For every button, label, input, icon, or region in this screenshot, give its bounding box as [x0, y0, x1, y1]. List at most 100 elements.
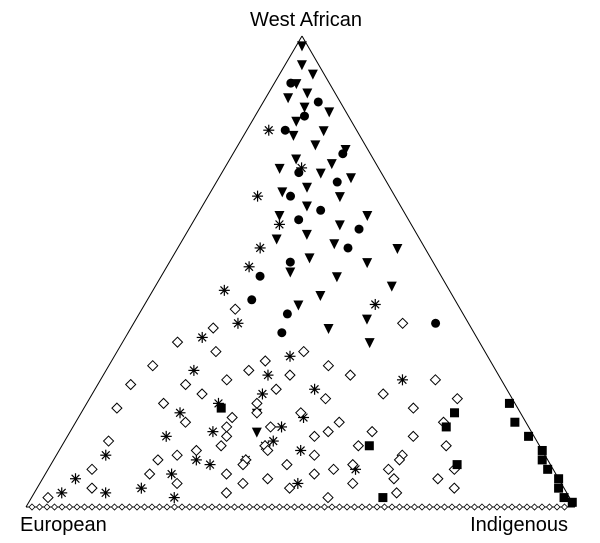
point-diamond — [470, 503, 479, 511]
point-diamond — [366, 425, 378, 438]
point-triangle — [302, 182, 313, 193]
point-diamond — [50, 503, 59, 511]
point-asterisk — [262, 369, 274, 381]
point-diamond — [102, 435, 115, 447]
point-diamond — [478, 503, 486, 511]
point-diamond — [152, 454, 164, 466]
point-diamond — [86, 463, 98, 476]
point-diamond — [193, 503, 201, 511]
asterisk-stroke — [208, 427, 218, 436]
point-diamond — [322, 491, 334, 504]
point-diamond — [171, 449, 183, 461]
point-diamond — [350, 503, 359, 511]
point-circle — [299, 111, 309, 121]
point-triangle — [329, 239, 340, 250]
point-diamond — [530, 503, 539, 511]
asterisk-stroke — [293, 479, 303, 488]
point-diamond — [73, 503, 81, 511]
point-triangle — [291, 154, 302, 165]
point-triangle — [392, 243, 403, 254]
point-asterisk — [296, 162, 308, 174]
point-circle — [332, 177, 342, 187]
point-circle — [286, 78, 296, 88]
asterisk-stroke — [370, 300, 380, 309]
asterisk-stroke — [101, 488, 110, 498]
point-diamond — [485, 503, 494, 511]
asterisk-stroke — [197, 333, 207, 342]
point-diamond — [396, 317, 409, 330]
point-circle — [282, 309, 292, 319]
point-diamond — [171, 477, 183, 490]
asterisk-stroke — [205, 460, 215, 469]
point-circle — [285, 257, 295, 267]
point-diamond — [253, 503, 261, 511]
point-diamond — [515, 503, 524, 511]
baseline-markers — [28, 503, 569, 511]
point-diamond — [147, 359, 159, 372]
point-diamond — [215, 503, 224, 511]
point-diamond — [221, 374, 233, 386]
asterisk-stroke — [285, 351, 295, 361]
point-diamond — [365, 503, 374, 511]
point-diamond — [42, 491, 54, 504]
point-diamond — [171, 336, 184, 348]
asterisk-stroke — [175, 408, 185, 418]
point-diamond — [125, 503, 134, 511]
point-asterisk — [188, 364, 200, 376]
point-circle — [294, 215, 304, 225]
asterisk-stroke — [214, 399, 223, 408]
point-diamond — [553, 503, 561, 511]
point-triangle — [318, 126, 329, 137]
point-diamond — [308, 430, 321, 443]
point-asterisk — [276, 421, 288, 433]
point-triangle — [288, 130, 299, 141]
point-diamond — [344, 369, 357, 381]
point-diamond — [290, 503, 299, 511]
point-square — [441, 422, 451, 432]
point-square — [452, 460, 462, 470]
point-diamond — [523, 503, 531, 511]
point-diamond — [185, 503, 194, 511]
point-diamond — [493, 503, 501, 511]
point-diamond — [243, 364, 255, 377]
point-triangle — [283, 93, 294, 104]
series-asterisk — [56, 124, 408, 504]
asterisk-stroke — [310, 384, 319, 394]
point-diamond — [260, 503, 269, 511]
point-circle — [338, 149, 348, 159]
point-triangle — [274, 210, 285, 221]
point-diamond — [352, 440, 365, 452]
point-asterisk — [292, 477, 304, 489]
point-diamond — [35, 503, 44, 511]
point-triangle — [334, 192, 345, 203]
asterisk-stroke — [161, 432, 171, 441]
point-triangle — [315, 168, 326, 179]
point-diamond — [410, 503, 419, 511]
point-square — [543, 464, 553, 474]
point-asterisk — [218, 284, 230, 296]
point-diamond — [393, 454, 406, 466]
asterisk-stroke — [71, 474, 80, 484]
asterisk-stroke — [57, 488, 67, 498]
corner-label-left: European — [20, 514, 107, 536]
point-diamond — [179, 378, 192, 391]
point-square — [364, 441, 374, 451]
point-square — [216, 403, 226, 413]
asterisk-stroke — [268, 436, 278, 446]
point-diamond — [425, 503, 434, 511]
point-diamond — [508, 503, 516, 511]
point-diamond — [284, 369, 296, 381]
point-circle — [247, 295, 257, 305]
point-asterisk — [369, 298, 381, 310]
point-diamond — [220, 487, 233, 499]
point-diamond — [124, 378, 137, 391]
point-asterisk — [190, 454, 202, 466]
point-asterisk — [166, 468, 178, 480]
point-circle — [280, 125, 290, 135]
point-triangle — [291, 116, 302, 127]
point-diamond — [133, 503, 141, 511]
asterisk-stroke — [258, 389, 267, 399]
point-diamond — [433, 503, 441, 511]
point-square — [567, 497, 577, 507]
point-diamond — [43, 503, 51, 511]
